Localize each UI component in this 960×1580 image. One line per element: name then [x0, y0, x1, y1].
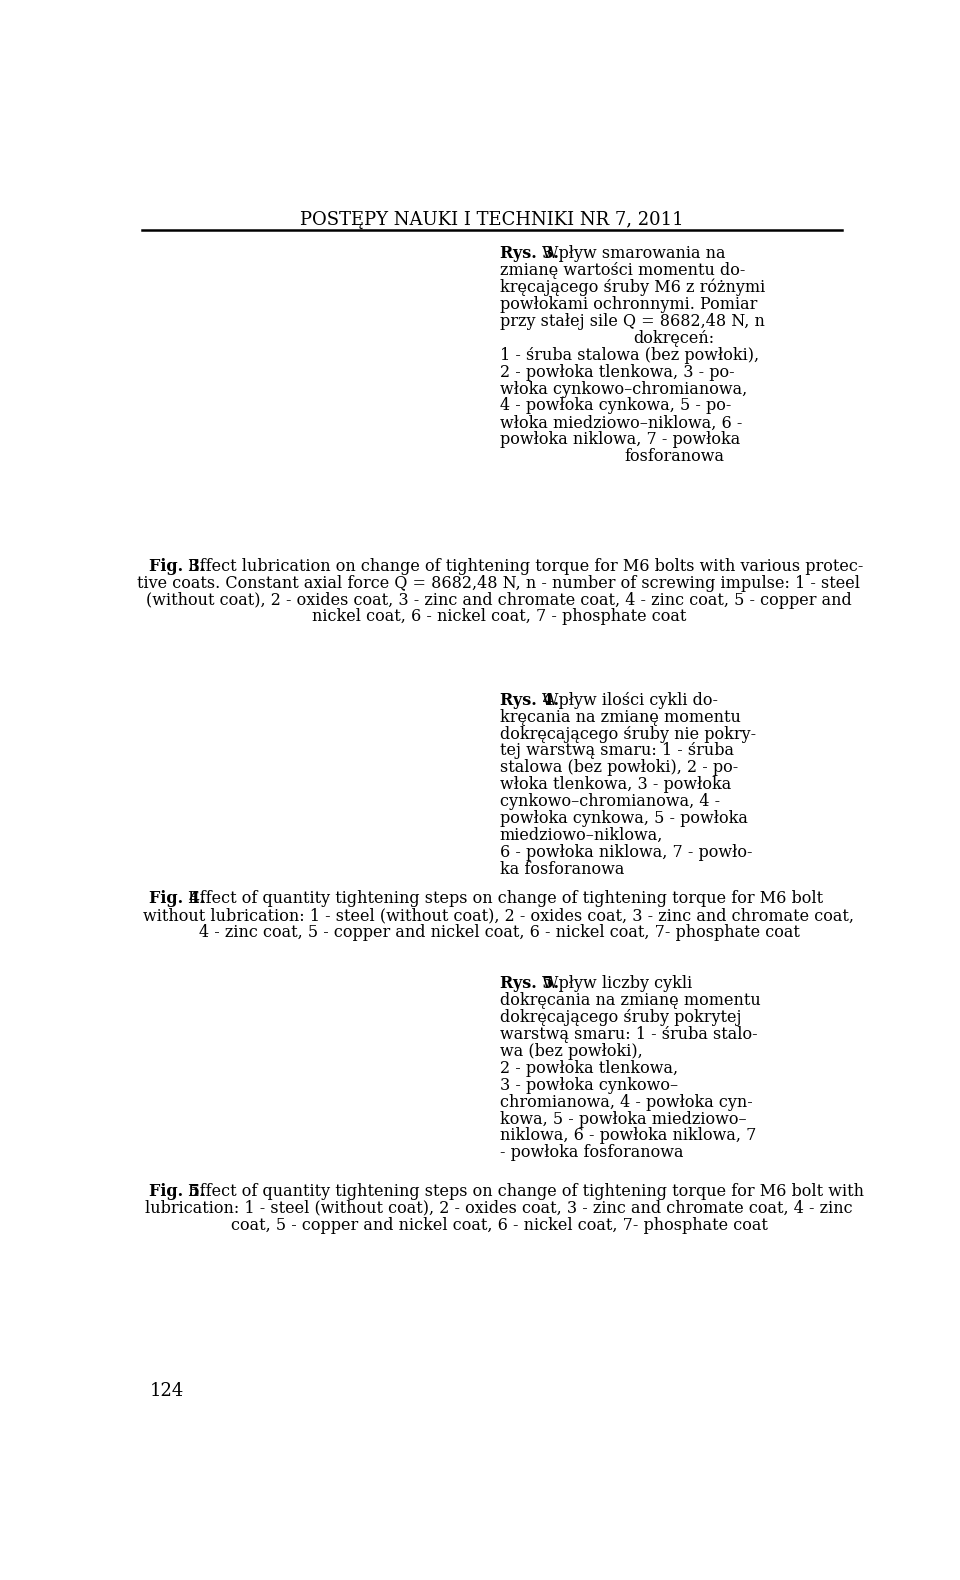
Text: without lubrication: 1 - steel (without coat), 2 - oxides coat, 3 - zinc and chr: without lubrication: 1 - steel (without …	[143, 907, 854, 924]
Text: dokręcającego śruby nie pokry-: dokręcającego śruby nie pokry-	[500, 725, 756, 743]
Text: kowa, 5 - powłoka miedziowo–: kowa, 5 - powłoka miedziowo–	[500, 1111, 746, 1128]
Text: nickel coat, 6 - nickel coat, 7 - phosphate coat: nickel coat, 6 - nickel coat, 7 - phosph…	[312, 608, 686, 626]
Text: - powłoka fosforanowa: - powłoka fosforanowa	[500, 1144, 684, 1161]
Text: Wpływ ilości cykli do-: Wpływ ilości cykli do-	[541, 692, 718, 709]
Text: Fig. 5.: Fig. 5.	[150, 1183, 205, 1199]
Text: coat, 5 - copper and nickel coat, 6 - nickel coat, 7- phosphate coat: coat, 5 - copper and nickel coat, 6 - ni…	[230, 1217, 767, 1234]
Text: powłoka cynkowa, 5 - powłoka: powłoka cynkowa, 5 - powłoka	[500, 811, 748, 828]
Text: 2 - powłoka tlenkowa, 3 - po-: 2 - powłoka tlenkowa, 3 - po-	[500, 363, 734, 381]
Text: Effect of quantity tightening steps on change of tightening torque for M6 bolt w: Effect of quantity tightening steps on c…	[188, 1183, 864, 1199]
Text: włoka tlenkowa, 3 - powłoka: włoka tlenkowa, 3 - powłoka	[500, 776, 731, 793]
Text: stalowa (bez powłoki), 2 - po-: stalowa (bez powłoki), 2 - po-	[500, 760, 738, 776]
Text: dokręcającego śruby pokrytej: dokręcającego śruby pokrytej	[500, 1010, 741, 1025]
Text: Effect of quantity tightening steps on change of tightening torque for M6 bolt: Effect of quantity tightening steps on c…	[188, 890, 823, 907]
Text: powłoka niklowa, 7 - powłoka: powłoka niklowa, 7 - powłoka	[500, 431, 740, 449]
Text: dokręcania na zmianę momentu: dokręcania na zmianę momentu	[500, 992, 760, 1010]
Text: Fig. 3.: Fig. 3.	[150, 558, 205, 575]
Text: miedziowo–niklowa,: miedziowo–niklowa,	[500, 828, 663, 844]
Text: 3 - powłoka cynkowo–: 3 - powłoka cynkowo–	[500, 1076, 678, 1093]
Text: 4 - powłoka cynkowa, 5 - po-: 4 - powłoka cynkowa, 5 - po-	[500, 398, 732, 414]
Text: kręcania na zmianę momentu: kręcania na zmianę momentu	[500, 708, 740, 725]
Text: 2 - powłoka tlenkowa,: 2 - powłoka tlenkowa,	[500, 1060, 678, 1076]
Text: cynkowo–chromianowa, 4 -: cynkowo–chromianowa, 4 -	[500, 793, 720, 811]
Text: włoka cynkowo–chromianowa,: włoka cynkowo–chromianowa,	[500, 381, 747, 398]
Text: 6 - powłoka niklowa, 7 - powło-: 6 - powłoka niklowa, 7 - powło-	[500, 844, 753, 861]
Text: wa (bez powłoki),: wa (bez powłoki),	[500, 1043, 642, 1060]
Text: tej warstwą smaru: 1 - śruba: tej warstwą smaru: 1 - śruba	[500, 743, 733, 760]
Text: Fig. 4.: Fig. 4.	[150, 890, 205, 907]
Text: warstwą smaru: 1 - śruba stalo-: warstwą smaru: 1 - śruba stalo-	[500, 1025, 757, 1043]
Text: zmianę wartości momentu do-: zmianę wartości momentu do-	[500, 262, 745, 280]
Text: tive coats. Constant axial force Q = 8682,48 N, n - number of screwing impulse: : tive coats. Constant axial force Q = 868…	[137, 575, 860, 591]
Text: POSTĘPY NAUKI I TECHNIKI NR 7, 2011: POSTĘPY NAUKI I TECHNIKI NR 7, 2011	[300, 212, 684, 229]
Text: Rys. 5.: Rys. 5.	[500, 975, 564, 992]
Text: chromianowa, 4 - powłoka cyn-: chromianowa, 4 - powłoka cyn-	[500, 1093, 753, 1111]
Text: Rys. 4.: Rys. 4.	[500, 692, 564, 709]
Text: fosforanowa: fosforanowa	[624, 449, 724, 466]
Text: dokręceń:: dokręceń:	[634, 330, 714, 346]
Text: Rys. 3.: Rys. 3.	[500, 245, 564, 262]
Text: ka fosforanowa: ka fosforanowa	[500, 861, 624, 878]
Text: 4 - zinc coat, 5 - copper and nickel coat, 6 - nickel coat, 7- phosphate coat: 4 - zinc coat, 5 - copper and nickel coa…	[199, 924, 800, 942]
Text: Wpływ smarowania na: Wpływ smarowania na	[541, 245, 726, 262]
Text: Wpływ liczby cykli: Wpływ liczby cykli	[541, 975, 692, 992]
Text: kręcającego śruby M6 z różnymi: kręcającego śruby M6 z różnymi	[500, 280, 765, 297]
Text: lubrication: 1 - steel (without coat), 2 - oxides coat, 3 - zinc and chromate co: lubrication: 1 - steel (without coat), 2…	[145, 1199, 852, 1217]
Text: przy stałej sile Q = 8682,48 N, n: przy stałej sile Q = 8682,48 N, n	[500, 313, 764, 330]
Text: 1 - śruba stalowa (bez powłoki),: 1 - śruba stalowa (bez powłoki),	[500, 346, 758, 363]
Text: (without coat), 2 - oxides coat, 3 - zinc and chromate coat, 4 - zinc coat, 5 - : (without coat), 2 - oxides coat, 3 - zin…	[146, 591, 852, 608]
Text: włoka miedziowo–niklowa, 6 -: włoka miedziowo–niklowa, 6 -	[500, 414, 742, 431]
Text: 124: 124	[150, 1381, 183, 1400]
Text: powłokami ochronnymi. Pomiar: powłokami ochronnymi. Pomiar	[500, 295, 757, 313]
Text: Effect lubrication on change of tightening torque for M6 bolts with various prot: Effect lubrication on change of tighteni…	[188, 558, 863, 575]
Text: niklowa, 6 - powłoka niklowa, 7: niklowa, 6 - powłoka niklowa, 7	[500, 1128, 756, 1144]
